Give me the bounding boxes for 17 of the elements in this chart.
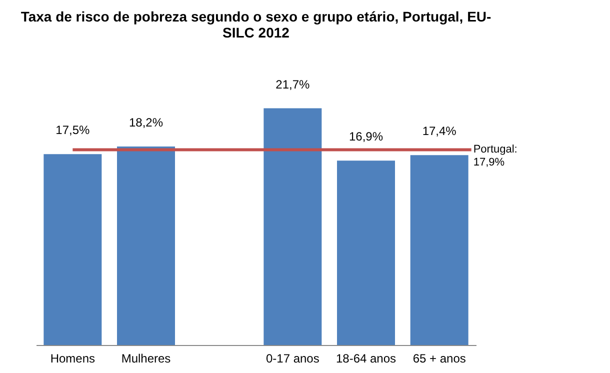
data-label: 16,9% (348, 130, 384, 144)
bar (44, 154, 102, 345)
data-label: 17,5% (56, 123, 90, 138)
x-tick-label: 18-64 anos (336, 352, 396, 366)
x-tick-label: 65 + anos (412, 352, 466, 366)
ref-line-label: Portugal: 17,9% (473, 144, 518, 169)
bar (337, 160, 395, 345)
bar (117, 146, 175, 345)
x-tick-label: 0-17 anos (266, 352, 320, 366)
data-label: 18,2% (128, 115, 164, 130)
bar (410, 155, 468, 345)
chart-title: Taxa de risco de pobreza segundo o sexo e grupo etário, Portugal, EU-SILC 2012 (20, 8, 492, 40)
x-tick-label: Homens (50, 352, 96, 366)
x-tick-label: Mulheres (121, 352, 171, 366)
bar (264, 108, 322, 345)
data-label: 17,4% (422, 124, 457, 138)
data-label: 21,7% (276, 77, 310, 92)
